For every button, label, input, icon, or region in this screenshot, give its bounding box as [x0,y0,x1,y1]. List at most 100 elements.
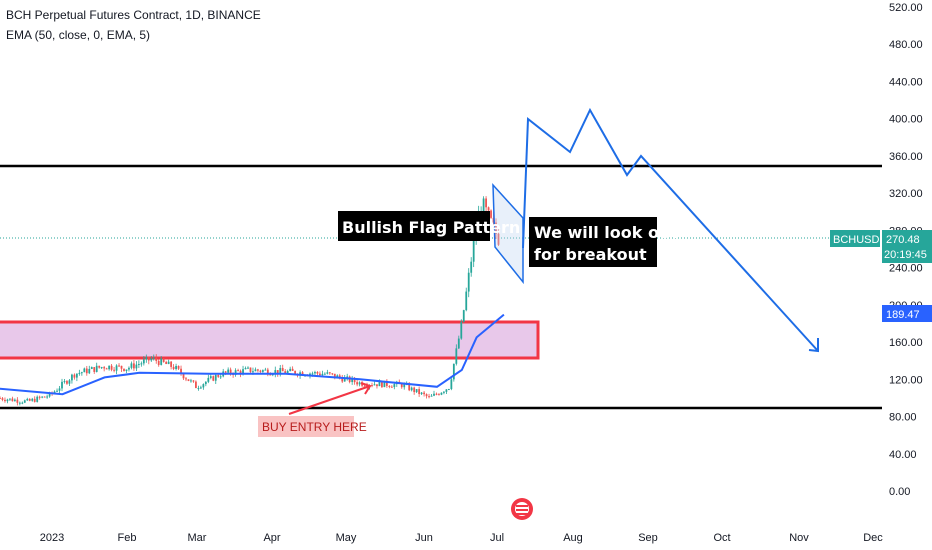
flag-label-box [338,211,490,241]
price-tick-label: 160.00 [889,337,923,349]
candle-body [9,398,11,400]
last-price-badge [882,230,932,263]
price-tick-label: 320.00 [889,188,923,200]
candle-body [281,368,284,372]
candle-body [323,373,326,375]
candle-body [46,396,49,398]
candle-body [85,368,88,374]
candle-body [26,398,29,401]
candle-body [376,384,378,387]
candle-body [257,369,259,371]
candle-body [11,398,14,402]
candle-body [269,374,272,376]
projection-path[interactable] [522,107,819,352]
candle-body [326,372,329,374]
candle-body [227,369,230,373]
candle-body [110,365,113,370]
candle-body [108,365,111,370]
candle-body [430,395,433,397]
candle-body [88,368,91,374]
candle-body [343,377,346,382]
candle-body [385,380,388,386]
candle-body [242,369,244,374]
candle-body [425,394,428,397]
candle-body [172,366,175,370]
candle-body [66,381,68,384]
candle-body [467,272,470,292]
time-tick-label: Sep [638,532,658,544]
candle-body [157,360,160,365]
candle-body [239,370,242,374]
candle-body [371,385,373,387]
time-tick-label: Mar [188,532,207,544]
price-tick-label: 120.00 [889,374,923,386]
time-tick-label: Dec [863,532,883,544]
candle-body [333,373,336,378]
candle-body [199,387,202,389]
buy-entry-arrowhead [360,382,372,395]
candle-body [165,361,168,365]
candle-body [135,364,138,369]
candle-body [0,397,1,399]
candle-body [73,374,76,378]
candle-body [170,361,173,367]
ema-badge-text: 189.47 [886,309,920,321]
candle-body [4,399,6,402]
candle-body [130,363,133,368]
candle-body [36,396,39,402]
time-tick-label: Oct [713,532,730,544]
candle-body [237,370,239,372]
indicator-legend: EMA (50, close, 0, EMA, 5) [6,28,151,42]
time-axis[interactable]: 2023 Feb Mar Apr May Jun Jul Aug Sep Oct Nov Dec [40,532,884,544]
candle-body [140,363,143,365]
candle-body [373,384,376,386]
candle-body [445,389,448,392]
time-tick-label: Jun [415,532,433,544]
candle-body [229,369,232,374]
candle-body [316,372,319,374]
candle-body [457,338,460,349]
candle-body [202,384,205,388]
candle-body [167,361,170,365]
candle-body [495,222,497,234]
candle-body [356,382,359,385]
price-tick-label: 80.00 [889,412,917,424]
ema-badge [882,305,932,322]
candle-body [289,368,292,372]
symbol-badge-text: BCHUSD.P [833,234,890,246]
candle-body [378,381,381,387]
candle-body [321,373,324,376]
candle-body [338,375,341,378]
support-zone[interactable] [0,320,540,360]
candle-body [490,210,492,218]
candle-body [301,372,304,376]
candle-body [43,396,46,398]
candle-body [41,396,44,398]
breakout-label-line1: We will look out [534,223,678,242]
buy-label: BUY ENTRY HERE [262,420,367,434]
candle-body [336,375,339,378]
candle-body [433,393,435,396]
candle-body [346,376,349,378]
candle-body [465,291,468,311]
candle-body [284,371,287,374]
candle-body [16,399,19,403]
candle-body [252,371,254,373]
candle-body [274,370,277,375]
candle-body [383,380,386,388]
candle-body [100,367,103,369]
candle-body [1,398,4,400]
candle-body [31,398,34,401]
price-tick-label: 400.00 [889,114,923,126]
flag-channel[interactable] [492,182,524,285]
candle-body [61,381,63,389]
candle-body [219,376,222,378]
candle-body [195,381,197,389]
candle-body [115,365,118,371]
candle-body [48,392,51,397]
candle-body [80,372,83,374]
candle-body [118,365,120,367]
candle-body [294,370,297,375]
candle-body [28,398,31,401]
